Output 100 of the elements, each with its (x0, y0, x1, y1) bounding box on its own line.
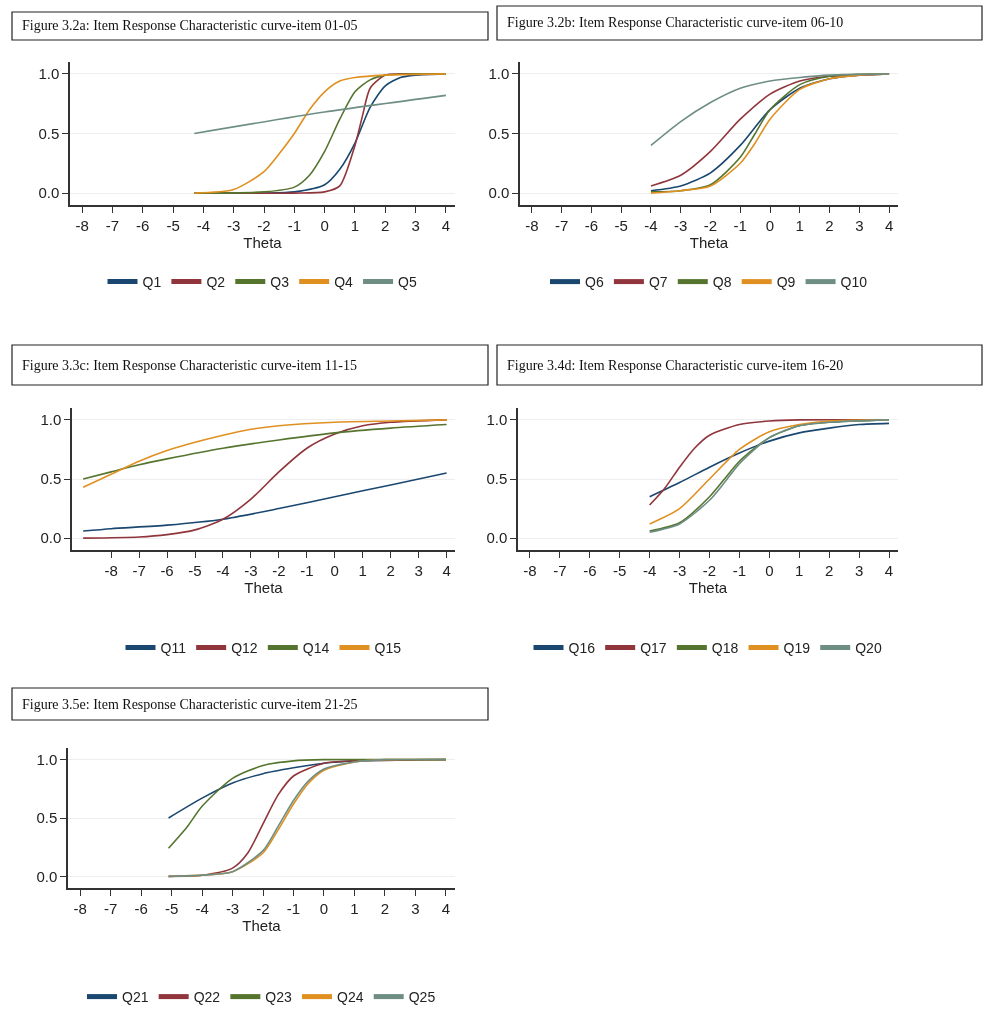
y-tick-label: 0.5 (486, 470, 508, 488)
legend-label: Q19 (783, 640, 811, 657)
y-tick-label: 1.0 (40, 411, 62, 429)
x-tick-label: -5 (188, 561, 202, 579)
x-tick-label: -4 (196, 216, 211, 234)
legend-label: Q9 (776, 274, 796, 291)
x-tick-label: -3 (672, 561, 687, 579)
x-tick-label: 2 (380, 899, 390, 917)
legend-label: Q10 (840, 274, 868, 291)
legend-label: Q25 (408, 989, 436, 1006)
y-tick-label: 0.0 (40, 529, 62, 547)
x-tick-label: -8 (104, 561, 118, 579)
x-tick-label: 2 (381, 216, 390, 234)
x-tick-label: -1 (733, 216, 747, 234)
x-tick-label: 3 (414, 561, 423, 579)
legend-label: Q16 (568, 640, 596, 657)
x-axis-title: Theta (689, 233, 729, 251)
legend-label: Q24 (337, 989, 364, 1006)
y-tick-label: 0.0 (36, 867, 58, 885)
x-tick-label: -8 (73, 899, 87, 917)
legend-label: Q11 (160, 640, 187, 657)
x-tick-label: 0 (320, 216, 329, 234)
x-tick-label: 0 (765, 561, 774, 579)
x-tick-label: 3 (411, 899, 420, 917)
y-tick-label: 0.0 (488, 184, 510, 202)
y-tick-label: 1.0 (36, 750, 58, 768)
line-series (167, 758, 447, 878)
x-tick-label: -1 (732, 561, 747, 579)
x-axis-title: Theta (243, 233, 283, 251)
y-tick-label: 1.0 (486, 411, 508, 429)
y-tick-label: 0.0 (486, 529, 508, 547)
legend-label: Q18 (711, 640, 739, 657)
x-tick-label: -5 (166, 216, 180, 234)
x-tick-label: 1 (350, 899, 359, 917)
legend-label: Q3 (270, 274, 290, 291)
x-tick-label: -2 (272, 561, 286, 579)
x-tick-label: 0 (319, 899, 329, 917)
legend-label: Q5 (398, 274, 417, 291)
x-tick-label: 4 (884, 216, 894, 234)
x-tick-label: 2 (825, 216, 834, 234)
x-tick-label: 0 (330, 561, 339, 579)
y-tick-label: 1.0 (488, 65, 510, 83)
chart-title: Figure 3.2a: Item Response Characteristic curve-item 01-05 (22, 18, 358, 33)
x-tick-label: -7 (103, 899, 118, 917)
x-tick-label: -1 (286, 899, 301, 917)
x-tick-label: -6 (134, 899, 148, 917)
x-tick-label: -1 (287, 216, 301, 234)
legend-label: Q14 (302, 640, 330, 657)
x-tick-label: 2 (825, 561, 834, 579)
x-tick-label: -3 (244, 561, 258, 579)
x-tick-label: 1 (350, 216, 360, 234)
legend-label: Q12 (231, 640, 258, 657)
y-tick-label: 0.5 (40, 470, 62, 488)
legend-label: Q22 (193, 989, 221, 1006)
x-tick-label: 4 (441, 899, 451, 917)
x-tick-label: -7 (555, 216, 569, 234)
x-tick-label: -4 (642, 561, 657, 579)
line-series (650, 73, 890, 147)
line-series (82, 423, 448, 480)
x-tick-label: 4 (442, 561, 451, 579)
x-tick-label: -2 (703, 216, 718, 234)
x-tick-label: -1 (300, 561, 314, 579)
x-tick-label: -6 (160, 561, 174, 579)
x-tick-label: -2 (702, 561, 717, 579)
legend-label: Q20 (855, 640, 882, 657)
x-tick-label: 1 (795, 216, 804, 234)
legend-label: Q17 (640, 640, 667, 657)
legend-label: Q4 (334, 274, 354, 291)
x-tick-label: 1 (358, 561, 367, 579)
x-tick-label: -2 (256, 899, 270, 917)
x-tick-label: -7 (105, 216, 120, 234)
x-tick-label: 3 (855, 216, 864, 234)
x-tick-label: 0 (765, 216, 775, 234)
x-tick-label: -4 (195, 899, 209, 917)
legend-label: Q7 (648, 274, 668, 291)
line-series (82, 472, 448, 532)
y-tick-label: 0.5 (38, 124, 60, 142)
line-series (82, 419, 448, 489)
chart-title: Figure 3.3c: Item Response Characteristic curve-item 11-15 (22, 358, 357, 373)
x-tick-label: -5 (613, 561, 627, 579)
x-axis-title: Theta (688, 578, 728, 596)
x-tick-label: -7 (553, 561, 567, 579)
x-tick-label: -3 (227, 216, 241, 234)
legend-label: Q23 (265, 989, 293, 1006)
chart-title: Figure 3.2b: Item Response Characteristic curve-item 06-10 (507, 15, 844, 30)
x-tick-label: 4 (884, 561, 894, 579)
legend-label: Q2 (206, 274, 226, 291)
x-axis-title: Theta (244, 578, 284, 596)
x-tick-label: -3 (674, 216, 688, 234)
legend-label: Q21 (122, 989, 149, 1006)
x-tick-label: -5 (614, 216, 628, 234)
x-tick-label: -7 (132, 561, 146, 579)
x-axis-title: Theta (242, 916, 282, 934)
x-tick-label: 4 (441, 216, 451, 234)
y-tick-label: 0.5 (36, 809, 58, 827)
x-tick-label: 1 (795, 561, 804, 579)
chart-title: Figure 3.4d: Item Response Characteristic curve-item 16-20 (507, 358, 844, 373)
x-tick-label: -6 (583, 561, 597, 579)
x-tick-label: -2 (257, 216, 271, 234)
x-tick-label: -4 (644, 216, 658, 234)
